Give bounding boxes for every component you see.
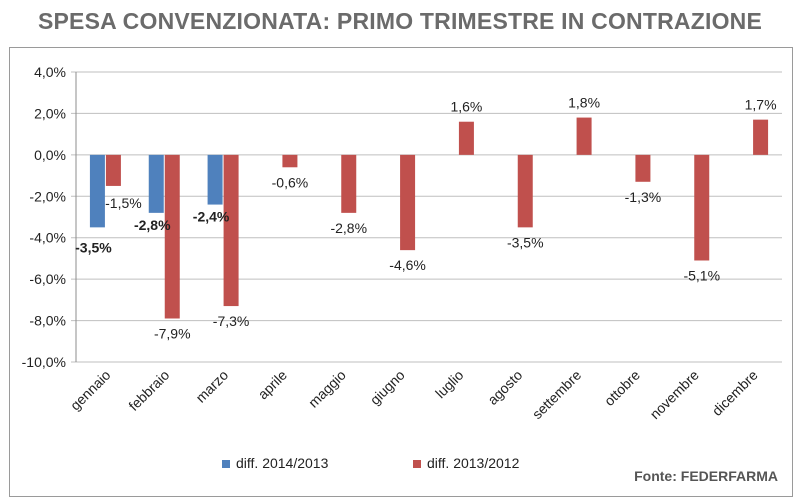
legend-label: diff. 2013/2012 <box>427 455 520 471</box>
bar <box>341 154 357 213</box>
x-tick-label: novembre <box>647 367 702 422</box>
bar <box>207 154 223 205</box>
x-tick-label: dicembre <box>709 367 761 419</box>
x-tick-label: aprile <box>255 367 291 403</box>
legend: diff. 2014/2013 diff. 2013/2012 <box>222 455 520 471</box>
bar <box>694 154 710 261</box>
data-label: -7,3% <box>213 313 250 329</box>
bar <box>148 154 164 213</box>
x-tick-label: maggio <box>305 367 349 411</box>
data-label: 1,8% <box>568 95 600 111</box>
data-label: -7,9% <box>154 326 191 342</box>
data-label: -1,3% <box>625 189 662 205</box>
legend-swatch <box>222 460 230 468</box>
x-tick-label: settembre <box>529 367 584 422</box>
bar <box>223 154 239 307</box>
bars <box>89 117 769 319</box>
data-labels: -3,5% -1,5% -2,8% -7,9% -2,4% -7,3% -0,6% -2,8%… <box>75 95 776 342</box>
grid-lines <box>71 71 782 363</box>
x-tick-label: agosto <box>484 367 525 408</box>
data-label: -1,5% <box>105 195 142 211</box>
chart-title: SPESA CONVENZIONATA: PRIMO TRIMESTRE IN … <box>37 8 763 34</box>
data-label: -4,6% <box>389 257 426 273</box>
y-tick-label: 2,0% <box>34 105 66 121</box>
bar <box>458 121 474 155</box>
x-tick-label: ottobre <box>601 367 643 409</box>
bar <box>517 154 533 228</box>
data-label: -2,4% <box>193 209 230 225</box>
source-note: Fonte: FEDERFARMA <box>634 468 778 484</box>
bar <box>164 154 180 319</box>
data-label: -0,6% <box>272 174 309 190</box>
legend-swatch <box>413 460 421 468</box>
data-label: 1,6% <box>450 99 482 115</box>
x-tick-label: giugno <box>367 367 408 408</box>
x-tick-label: gennaio <box>67 367 114 414</box>
x-tick-label: luglio <box>432 367 467 402</box>
bar <box>400 154 416 251</box>
data-label: -2,8% <box>330 220 367 236</box>
legend-label: diff. 2014/2013 <box>236 455 329 471</box>
y-tick-label: -10,0% <box>22 354 66 370</box>
bar <box>282 154 298 168</box>
bar <box>89 154 105 228</box>
bar <box>576 117 592 155</box>
data-label: -3,5% <box>75 239 112 255</box>
y-tick-label: -8,0% <box>29 313 66 329</box>
data-label: -5,1% <box>683 268 720 284</box>
data-label: 1,7% <box>745 97 777 113</box>
y-tick-labels: 4,0% 2,0% 0,0% -2,0% -4,0% -6,0% -8,0% -10,0% <box>22 64 66 370</box>
bar <box>753 119 769 155</box>
x-tick-labels: gennaio febbraio marzo aprile maggio giugno lu… <box>67 367 761 422</box>
data-label: -3,5% <box>507 234 544 250</box>
data-label: -2,8% <box>134 217 171 233</box>
y-tick-label: -2,0% <box>29 188 66 204</box>
y-tick-label: -6,0% <box>29 271 66 287</box>
y-tick-label: 0,0% <box>34 147 66 163</box>
bar <box>105 154 121 186</box>
bar <box>635 154 651 182</box>
y-tick-label: -4,0% <box>29 230 66 246</box>
x-tick-label: febbraio <box>125 367 172 414</box>
y-tick-label: 4,0% <box>34 64 66 80</box>
chart-frame <box>9 47 793 497</box>
x-tick-label: marzo <box>192 367 231 406</box>
